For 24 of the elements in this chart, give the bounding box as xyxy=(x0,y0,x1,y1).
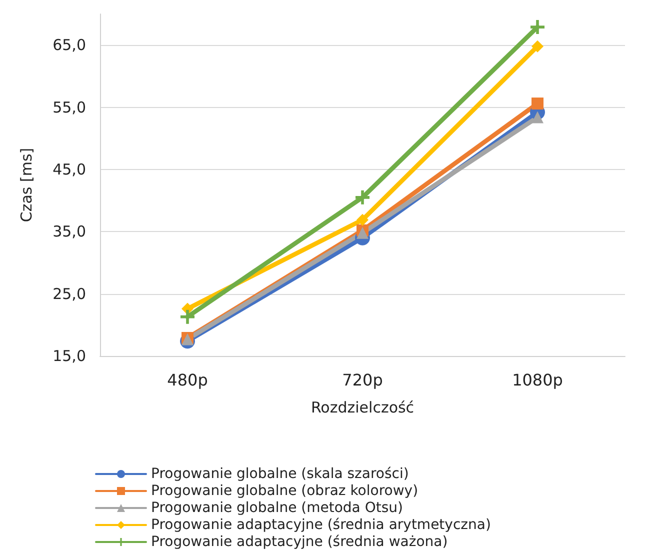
x-tick-label: 720p xyxy=(342,370,383,390)
point xyxy=(356,226,368,239)
y-tick-label: 45,0 xyxy=(52,160,86,178)
point xyxy=(532,98,544,110)
y-tick-label: 65,0 xyxy=(52,36,86,54)
legend-label: Progowanie globalne (obraz kolorowy) xyxy=(151,483,418,499)
point xyxy=(532,111,544,124)
point xyxy=(356,190,370,204)
legend-label: Progowanie globalne (metoda Otsu) xyxy=(151,500,403,516)
point xyxy=(356,214,368,226)
point xyxy=(532,40,544,52)
x-axis-title: Rozdzielczość xyxy=(310,398,414,416)
legend-label: Progowanie globalne (skala szarości) xyxy=(151,466,409,482)
y-tick-label: 35,0 xyxy=(52,222,86,241)
y-tick-label: 55,0 xyxy=(52,98,86,116)
point xyxy=(530,20,544,34)
legend-label: Progowanie adaptacyjne (średnia ważona) xyxy=(151,534,448,550)
x-tick-label: 1080p xyxy=(512,370,563,390)
y-tick-label: 25,0 xyxy=(52,284,86,303)
point xyxy=(180,310,194,324)
legend-label: Progowanie adaptacyjne (średnia arytmetyczna) xyxy=(151,517,491,533)
y-tick-label: 15,0 xyxy=(52,347,86,365)
y-axis-title: Czas [ms] xyxy=(18,148,36,222)
x-tick-label: 480p xyxy=(167,370,208,390)
